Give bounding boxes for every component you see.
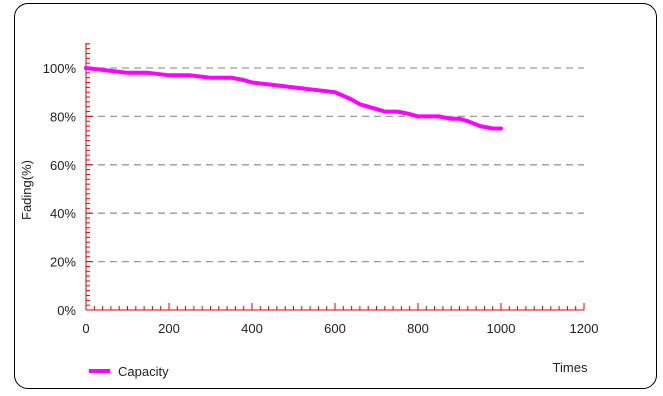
legend: Capacity [89, 364, 169, 379]
legend-label-capacity: Capacity [118, 364, 169, 379]
y-tick-label-1: 20% [50, 255, 76, 270]
minor-ticks [85, 43, 585, 311]
x-tick-label-2: 400 [241, 321, 263, 336]
x-tick-label-5: 1000 [487, 321, 516, 336]
x-tick-label-1: 200 [158, 321, 180, 336]
y-tick-label-2: 40% [50, 206, 76, 221]
y-tick-label-4: 80% [50, 109, 76, 124]
y-axis-title: Fading(%) [19, 160, 34, 220]
y-tick-label-5: 100% [43, 61, 77, 76]
x-tick-label-3: 600 [324, 321, 346, 336]
y-tick-labels: 0% 20% 40% 60% 80% 100% [43, 61, 77, 318]
x-tick-label-4: 800 [407, 321, 429, 336]
x-tick-label-0: 0 [82, 321, 89, 336]
series-line-capacity [84, 66, 503, 131]
chart-frame [14, 3, 657, 389]
x-tick-label-6: 1200 [570, 321, 599, 336]
x-axis-title: Times [553, 360, 588, 375]
y-tick-label-0: 0% [57, 303, 76, 318]
y-tick-label-3: 60% [50, 158, 76, 173]
grid-lines [86, 67, 584, 263]
axes [85, 43, 584, 311]
x-tick-labels: 0 200 400 600 800 1000 1200 [82, 321, 598, 336]
